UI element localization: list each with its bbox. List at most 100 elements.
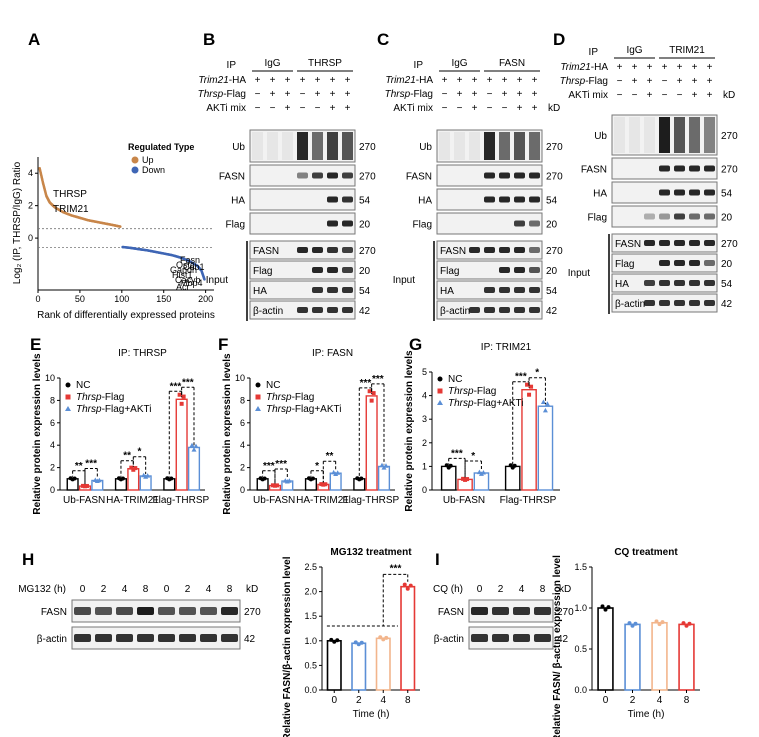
significance-label: *** — [263, 461, 275, 472]
protein-band — [514, 247, 525, 253]
band-label: β-actin — [615, 299, 645, 310]
chart-a: 0 50 100 150 200 0 2 4 Log₂ (IP, THRSP/IgG) Rati… — [12, 142, 215, 321]
data-point — [684, 623, 689, 628]
data-point — [323, 482, 328, 487]
y-tick-label: 0.5 — [574, 644, 587, 654]
protein-band — [179, 634, 196, 642]
y-tick-label: 4 — [422, 391, 427, 401]
ub-smear — [454, 132, 465, 160]
x-tick-label: Flag-THRSP — [342, 495, 399, 506]
kd-marker: 42 — [244, 634, 256, 645]
protein-band — [529, 247, 540, 253]
treatment-row-label: AKTi mix — [393, 103, 433, 114]
kd-marker: 54 — [546, 196, 558, 207]
legend-marker — [437, 400, 443, 405]
x-tick-label: 200 — [198, 294, 213, 304]
x-axis-title: Rank of differentially expressed protein… — [37, 310, 215, 321]
protein-band — [469, 247, 480, 253]
kd-marker: 270 — [546, 172, 563, 183]
band-label: FASN — [440, 246, 466, 257]
x-tick-label: Ub-FASN — [253, 495, 295, 506]
ub-smear — [659, 117, 670, 153]
data-point — [169, 476, 174, 481]
treatment-sign: + — [300, 75, 306, 86]
protein-band — [529, 196, 540, 203]
band-label: HA — [593, 189, 607, 200]
treatment-sign: − — [502, 103, 508, 114]
treatment-sign: − — [487, 103, 493, 114]
data-point — [542, 407, 548, 413]
protein-band — [659, 260, 670, 266]
bar — [651, 621, 668, 691]
bar — [504, 465, 521, 491]
treatment-sign: + — [692, 62, 698, 73]
ub-smear — [252, 132, 263, 160]
treatment-sign: + — [315, 75, 321, 86]
y-tick-label: 3 — [422, 414, 427, 424]
y-tick-label: 2.5 — [304, 562, 317, 572]
protein-band — [221, 607, 238, 615]
data-point — [72, 476, 77, 481]
protein-band — [704, 260, 715, 266]
small-protein-label: Ostc — [176, 260, 195, 270]
data-point — [544, 401, 550, 406]
band-label: FASN — [41, 607, 67, 618]
protein-band — [492, 607, 509, 615]
y-axis-title: Relative FASN/β-actin expression level — [282, 556, 293, 737]
treatment-sign: + — [517, 75, 523, 86]
kd-marker: 54 — [721, 189, 733, 200]
kd-marker: 270 — [557, 607, 574, 618]
blot-strip — [249, 280, 356, 300]
data-point — [480, 469, 486, 475]
data-point — [286, 478, 292, 483]
protein-band — [137, 607, 154, 615]
input-label: Input — [393, 275, 415, 286]
bar — [365, 395, 378, 491]
small-protein-label: Mbp4 — [180, 278, 203, 288]
protein-band — [327, 287, 338, 293]
y-tick-label: 8 — [50, 395, 55, 405]
x-tick-label: Ub-FASN — [63, 495, 105, 506]
band-label: Ub — [232, 142, 245, 153]
significance-label: * — [138, 447, 142, 458]
panel-letter-h: H — [22, 550, 34, 569]
protein-band — [704, 213, 715, 220]
legend-label: Thrsp-Flag+AKTi — [448, 398, 523, 409]
treatment-sign: + — [692, 90, 698, 101]
x-tick-label: HA-TRIM21 — [106, 495, 159, 506]
protein-band — [674, 280, 685, 286]
time-label: 8 — [227, 584, 233, 595]
band-label: Flag — [226, 220, 245, 231]
protein-band — [297, 172, 308, 179]
data-point — [359, 476, 364, 481]
kd-marker: 20 — [721, 259, 733, 270]
treatment-sign: + — [330, 89, 336, 100]
band-label: FASN — [253, 246, 279, 257]
treatment-sign: + — [517, 89, 523, 100]
treatment-sign: + — [487, 75, 493, 86]
x-tick-label: 8 — [684, 695, 690, 706]
input-label: Input — [206, 275, 228, 286]
time-label: 8 — [143, 584, 149, 595]
data-point — [145, 473, 151, 478]
treatment-sign: + — [677, 62, 683, 73]
protein-band — [689, 240, 700, 246]
y-axis-title: Relative protein expression levels — [404, 350, 415, 512]
panel-letter-i: I — [435, 550, 440, 569]
protein-band — [659, 189, 670, 196]
protein-band — [200, 634, 217, 642]
protein-band — [342, 307, 353, 313]
data-point — [448, 463, 453, 468]
y-axis-title: Relative protein expression levels — [32, 353, 43, 515]
treatment-sign: + — [647, 62, 653, 73]
x-tick-label: 150 — [156, 294, 171, 304]
data-point — [356, 642, 361, 647]
time-label: 0 — [164, 584, 170, 595]
significance-label: *** — [85, 458, 97, 469]
protein-band — [342, 287, 353, 293]
ub-smear — [529, 132, 540, 160]
bar — [537, 405, 554, 491]
